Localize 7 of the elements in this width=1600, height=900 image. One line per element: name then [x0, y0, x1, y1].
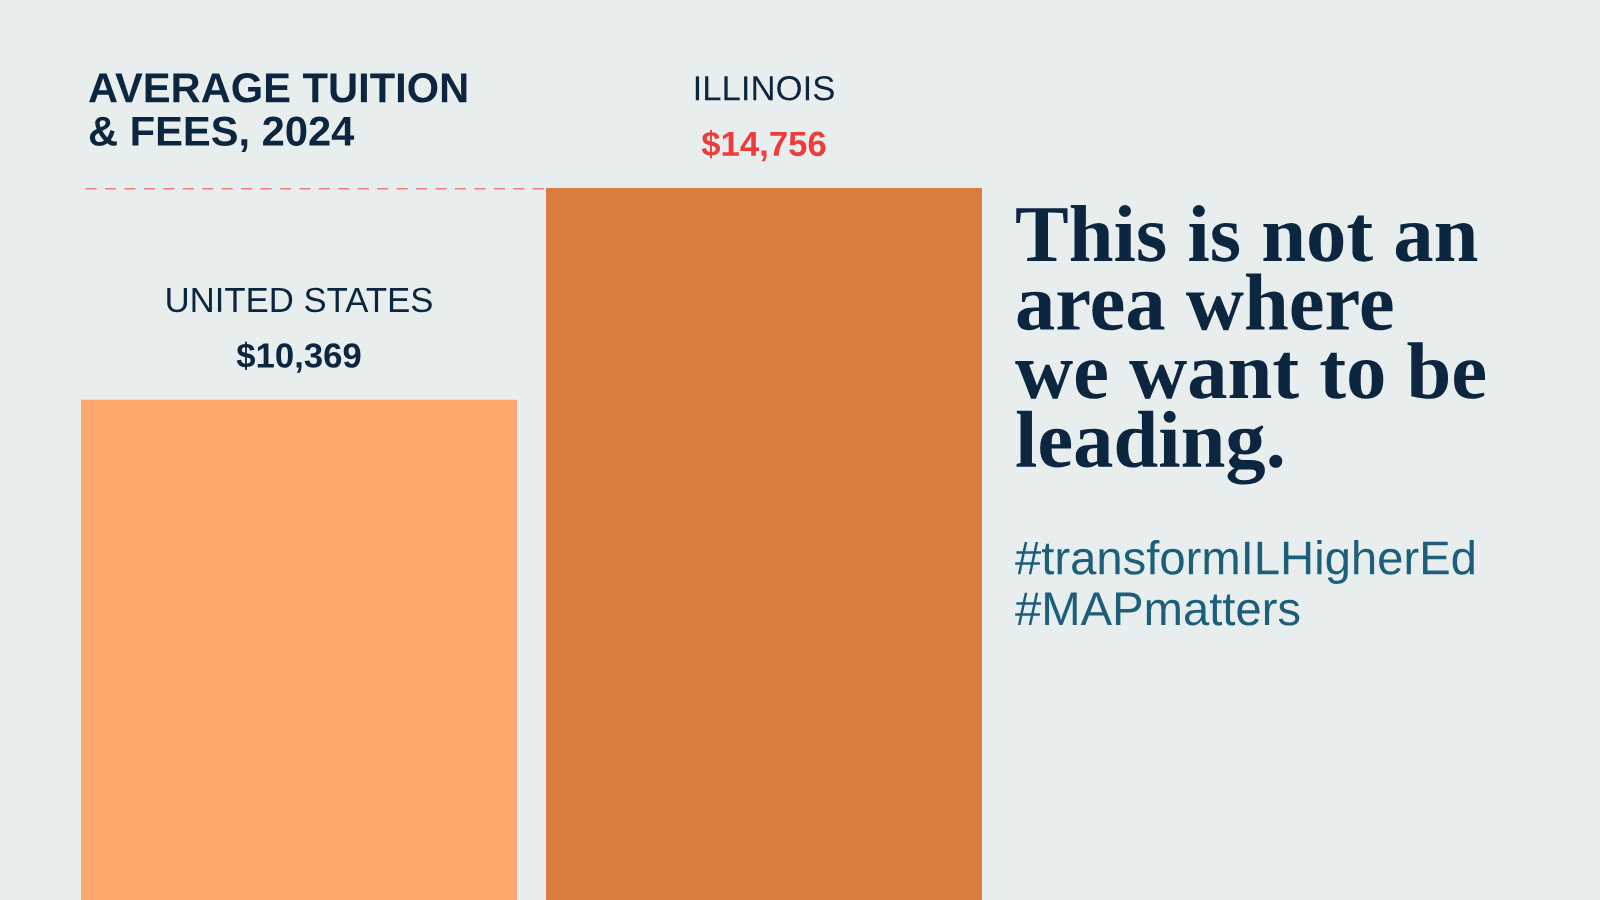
chart-title: AVERAGE TUITION & FEES, 2024 [89, 73, 467, 153]
x-tick-label: ILLINOIS [695, 75, 834, 101]
text: #transformILHigherEd #MAPmatters [1015, 540, 1474, 626]
data-label: $14,756 [701, 130, 826, 162]
x-tick-label: UNITED STATES [167, 287, 432, 313]
data-label: $10,369 [236, 341, 361, 373]
text: This is not an area where we want to be leading. [1015, 205, 1485, 485]
